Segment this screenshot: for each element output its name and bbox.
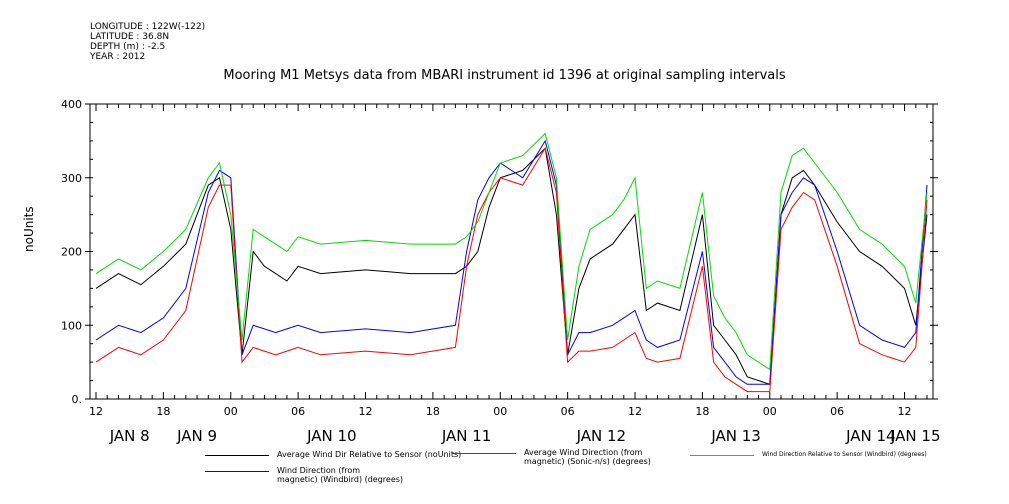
legend-item-red: Average Wind Direction (from magnetic) (… xyxy=(452,448,651,466)
plot-frame xyxy=(89,103,934,400)
x-tick-label: 06 xyxy=(291,405,305,418)
x-tick-label: 06 xyxy=(830,405,844,418)
legend-swatch xyxy=(205,471,269,472)
series-line-2 xyxy=(95,147,928,393)
y-tick-label: 300 xyxy=(61,172,82,185)
y-tick-label: 200 xyxy=(61,246,82,259)
series-line-0 xyxy=(95,147,928,385)
x-tick-label: 18 xyxy=(426,405,440,418)
x-tick-label: 12 xyxy=(628,405,642,418)
day-label: JAN 14 xyxy=(845,427,896,445)
x-tick-label: 00 xyxy=(224,405,238,418)
legend-item-black: Average Wind Dir Relative to Sensor (noU… xyxy=(205,450,461,459)
x-tick-label: 18 xyxy=(156,405,170,418)
legend-label: Average Wind Direction (from magnetic) (… xyxy=(524,448,651,466)
legend-swatch xyxy=(452,453,516,454)
y-tick-label: 100 xyxy=(61,319,82,332)
legend-label: Average Wind Dir Relative to Sensor (noU… xyxy=(277,450,462,459)
day-label: JAN 11 xyxy=(441,427,492,445)
day-label: JAN 15 xyxy=(890,427,941,445)
day-label: JAN 13 xyxy=(710,427,761,445)
x-tick-label: 18 xyxy=(695,405,709,418)
x-tick-label: 00 xyxy=(493,405,507,418)
y-tick-label: 400 xyxy=(61,98,82,111)
latitude-text: LATITUDE : 36.8N xyxy=(90,32,170,42)
metadata-header: LONGITUDE : 122W(-122) LATITUDE : 36.8N DE… xyxy=(90,22,205,62)
chart-title: Mooring M1 Metsys data from MBARI instru… xyxy=(223,68,786,83)
legend-item-blue: Wind Direction (from magnetic) (Windbird… xyxy=(205,466,403,484)
x-tick-label: 06 xyxy=(561,405,575,418)
x-tick-label: 12 xyxy=(898,405,912,418)
day-label: JAN 12 xyxy=(576,427,627,445)
legend-item-green: Wind Direction Relative to Sensor (Windb… xyxy=(690,450,927,459)
legend-swatch xyxy=(690,455,754,456)
legend-label: Wind Direction (from magnetic) (Windbird… xyxy=(277,466,404,484)
day-label: JAN 8 xyxy=(109,427,150,445)
x-tick-label: 12 xyxy=(89,405,103,418)
x-tick-label: 12 xyxy=(359,405,373,418)
year-text: YEAR : 2012 xyxy=(90,52,146,62)
longitude-text: LONGITUDE : 122W(-122) xyxy=(90,22,206,32)
series-line-1 xyxy=(95,139,928,385)
legend-swatch xyxy=(205,455,269,456)
x-tick-label: 00 xyxy=(763,405,777,418)
series-line-3 xyxy=(95,132,928,371)
y-tick-label: 0. xyxy=(72,393,83,406)
legend-label: Wind Direction Relative to Sensor (Windb… xyxy=(762,451,927,458)
depth-text: DEPTH (m) : -2.5 xyxy=(90,42,166,52)
day-label: JAN 10 xyxy=(306,427,357,445)
day-label: JAN 9 xyxy=(176,427,217,445)
